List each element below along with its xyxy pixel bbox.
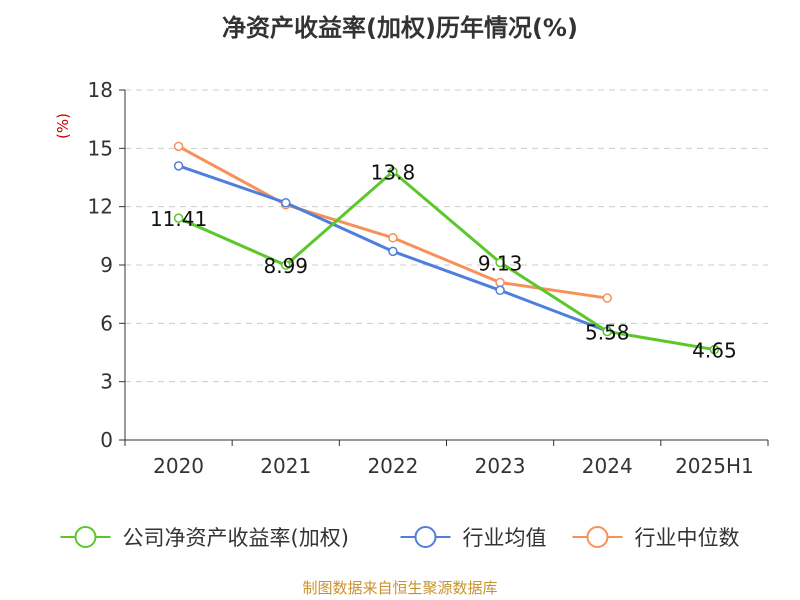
data-label: 13.8	[371, 161, 416, 185]
x-tick-label: 2021	[260, 454, 311, 478]
data-label: 9.13	[478, 251, 523, 275]
data-label: 8.99	[263, 254, 308, 278]
data-point	[388, 233, 398, 243]
series-line	[177, 170, 715, 352]
legend-circle-icon	[586, 526, 609, 548]
data-point	[388, 246, 398, 257]
x-tick-label: 2022	[367, 454, 418, 478]
legend-label: 行业中位数	[635, 526, 740, 550]
data-point	[602, 326, 612, 337]
data-label: 5.58	[585, 321, 630, 345]
y-tick-label: 0	[100, 428, 113, 452]
data-point	[281, 260, 291, 270]
data-point	[495, 257, 505, 268]
legend-item[interactable]: 行业均值	[400, 526, 547, 550]
chart-title: 净资产收益率(加权)历年情况(%)	[222, 14, 578, 42]
legend-circle-icon	[414, 526, 437, 548]
data-label: 4.65	[692, 339, 737, 363]
series	[173, 141, 720, 355]
data-point	[388, 166, 398, 177]
data-point	[281, 198, 291, 208]
data-labels: 11.41 8.99 13.8 9.13 5.58 4.65	[150, 161, 737, 363]
y-tick-label: 18	[88, 78, 113, 102]
axes: 0 3 6 9 12 15 18 2020 2021 2022 2023 2024 2025H1	[88, 78, 769, 478]
y-tick-label: 9	[100, 253, 113, 277]
legend-item[interactable]: 行业中位数	[572, 526, 740, 550]
legend-label: 公司净资产收益率(加权)	[123, 526, 349, 550]
y-axis-label: (%)	[54, 113, 72, 139]
legend[interactable]: 公司净资产收益率(加权) 行业均值 行业中位数	[60, 526, 740, 550]
x-tick-label: 2023	[475, 454, 526, 478]
legend-label: 行业均值	[463, 526, 547, 550]
data-point	[495, 277, 505, 288]
y-tick-label: 15	[88, 136, 113, 160]
data-point	[602, 293, 612, 303]
data-label: 11.41	[150, 207, 207, 231]
legend-circle-icon	[74, 526, 97, 548]
y-tick-label: 6	[100, 311, 113, 335]
grid-lines	[125, 89, 768, 383]
x-tick-label: 2020	[153, 454, 204, 478]
x-tick-label: 2025H1	[675, 454, 754, 478]
data-point	[173, 213, 184, 223]
x-tick-label: 2024	[582, 454, 633, 478]
data-point	[709, 344, 720, 355]
y-tick-label: 12	[88, 195, 113, 219]
data-point	[173, 141, 184, 152]
data-point	[495, 285, 505, 296]
legend-item[interactable]: 公司净资产收益率(加权)	[60, 526, 349, 550]
source-note: 制图数据来自恒生聚源数据库	[302, 579, 498, 597]
data-point	[173, 161, 184, 171]
y-tick-label: 3	[100, 370, 113, 394]
